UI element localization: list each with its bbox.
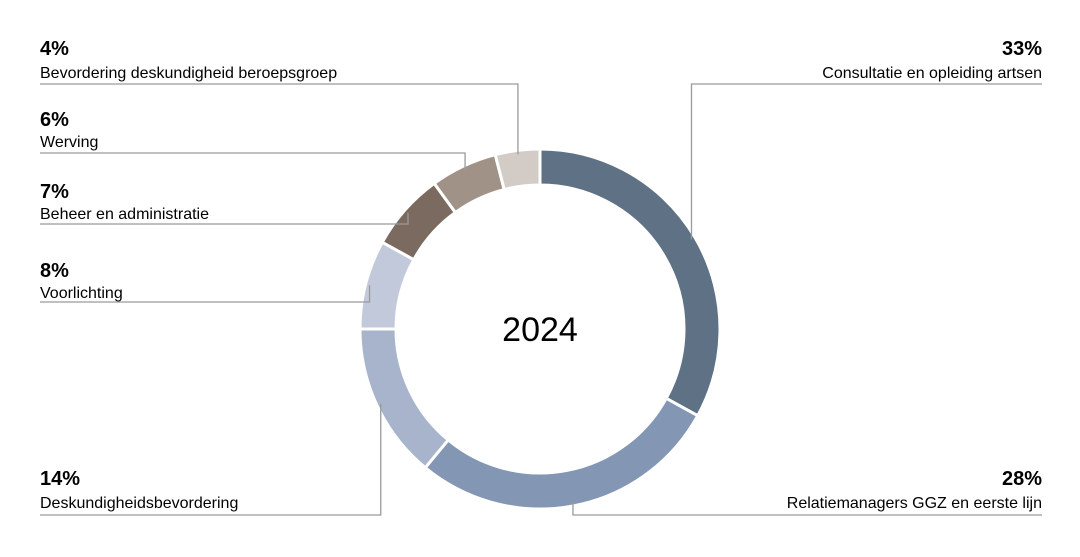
slice-label-werving: Werving bbox=[40, 134, 98, 151]
slice-percent-deskundigheidsbevordering: 14% bbox=[40, 468, 80, 490]
leader-line-voorlichting bbox=[40, 285, 371, 303]
leader-line-werving bbox=[40, 152, 466, 170]
slice-label-beheer: Beheer en administratie bbox=[40, 206, 209, 223]
slice-label-deskundigheidsbevordering: Deskundigheidsbevordering bbox=[40, 495, 238, 512]
slice-label-relatiemanagers: Relatiemanagers GGZ en eerste lijn bbox=[787, 495, 1042, 512]
slice-percent-relatiemanagers: 28% bbox=[1002, 468, 1042, 490]
leader-line-deskundigheidsbevordering bbox=[40, 403, 382, 516]
leader-line-bevordering bbox=[40, 83, 519, 155]
leader-lines bbox=[40, 83, 1042, 516]
slice-percent-werving: 6% bbox=[40, 109, 69, 131]
slice-label-consultatie: Consultatie en opleiding artsen bbox=[822, 65, 1042, 82]
donut-slice-relatiemanagers bbox=[423, 396, 700, 511]
donut-slice-deskundigheidsbevordering bbox=[358, 327, 451, 470]
slice-label-bevordering: Bevordering deskundigheid beroepsgroep bbox=[40, 65, 337, 82]
leader-line-consultatie bbox=[690, 83, 1042, 240]
leader-line-beheer bbox=[40, 212, 409, 225]
slice-percent-beheer: 7% bbox=[40, 181, 69, 203]
slice-percent-bevordering: 4% bbox=[40, 38, 69, 60]
center-year-label: 2024 bbox=[502, 311, 578, 349]
donut-slice-bevordering bbox=[493, 147, 542, 192]
slice-percent-consultatie: 33% bbox=[1002, 38, 1042, 60]
donut-slices bbox=[358, 147, 722, 511]
donut-slice-consultatie bbox=[538, 147, 722, 418]
leader-line-relatiemanagers bbox=[572, 501, 1042, 516]
slice-label-voorlichting: Voorlichting bbox=[40, 285, 123, 302]
slice-percent-voorlichting: 8% bbox=[40, 260, 69, 282]
